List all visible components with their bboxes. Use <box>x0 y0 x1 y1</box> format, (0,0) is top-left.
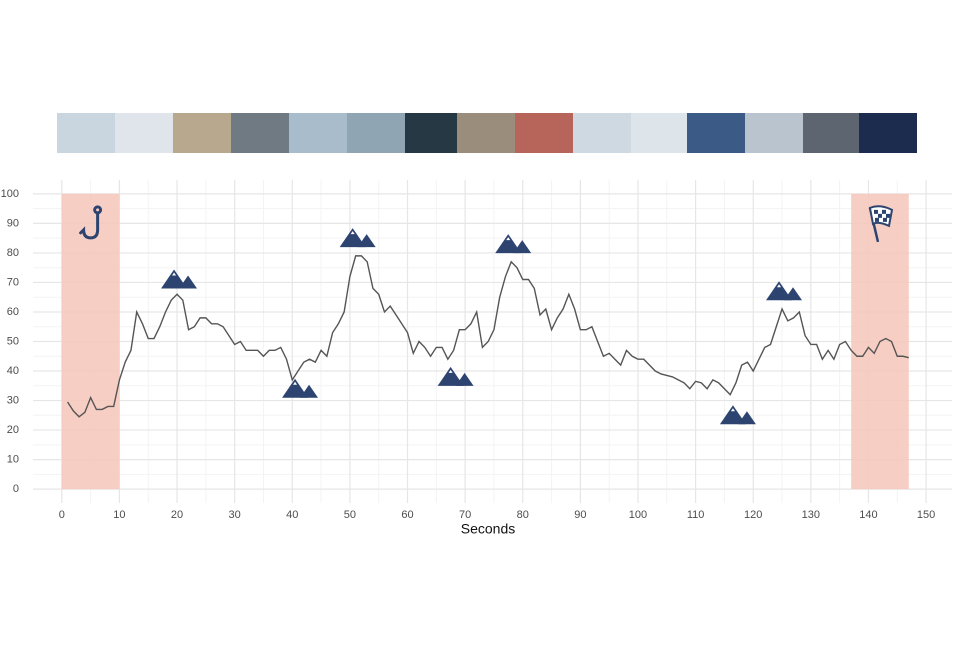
x-axis-title: Seconds <box>461 521 515 537</box>
x-tick-label: 30 <box>229 509 241 521</box>
snow-cap <box>350 231 355 235</box>
x-tick-label: 20 <box>171 509 183 521</box>
y-tick-label: 50 <box>7 335 19 347</box>
snow-cap <box>777 284 782 288</box>
snow-cap <box>172 272 177 276</box>
y-tick-label: 90 <box>7 217 19 229</box>
y-tick-label: 40 <box>7 365 19 377</box>
mountain-front <box>495 234 522 254</box>
x-tick-label: 40 <box>286 509 298 521</box>
filmstrip <box>57 113 917 153</box>
mountain-marker <box>161 269 198 289</box>
mountain-marker <box>282 378 319 398</box>
mountain-marker <box>719 405 756 425</box>
mountain-front <box>437 366 464 386</box>
x-tick-label: 70 <box>459 509 471 521</box>
x-tick-label: 0 <box>59 509 65 521</box>
mountain-marker <box>495 234 532 254</box>
x-tick-label: 120 <box>744 509 762 521</box>
snow-cap <box>730 408 735 412</box>
x-tick-label: 50 <box>344 509 356 521</box>
snow-cap <box>506 237 511 241</box>
x-tick-label: 130 <box>802 509 820 521</box>
x-tick-label: 80 <box>517 509 529 521</box>
mountain-marker <box>339 228 376 248</box>
y-tick-label: 20 <box>7 424 19 436</box>
hook-icon <box>79 205 103 240</box>
x-tick-label: 150 <box>917 509 935 521</box>
y-tick-label: 0 <box>13 483 19 495</box>
mountain-front <box>766 281 793 301</box>
x-tick-label: 10 <box>113 509 125 521</box>
x-tick-label: 110 <box>687 509 705 521</box>
y-tick-label: 10 <box>7 454 19 466</box>
mountain-front <box>282 378 309 398</box>
x-tick-label: 100 <box>629 509 647 521</box>
y-tick-label: 60 <box>7 306 19 318</box>
y-tick-label: 30 <box>7 394 19 406</box>
mountain-front <box>719 405 746 425</box>
mountain-front <box>161 269 188 289</box>
flag-icon <box>868 205 894 243</box>
snow-cap <box>448 369 453 373</box>
snow-cap <box>293 381 298 385</box>
x-tick-label: 60 <box>401 509 413 521</box>
highlight-region <box>61 193 120 490</box>
y-tick-label: 80 <box>7 247 19 259</box>
mountain-front <box>339 228 366 248</box>
x-tick-label: 140 <box>859 509 877 521</box>
y-tick-label: 100 <box>1 188 19 200</box>
x-tick-label: 90 <box>574 509 586 521</box>
y-tick-label: 70 <box>7 276 19 288</box>
mountain-marker <box>437 366 474 386</box>
mountain-marker <box>766 281 803 301</box>
line <box>66 255 909 418</box>
